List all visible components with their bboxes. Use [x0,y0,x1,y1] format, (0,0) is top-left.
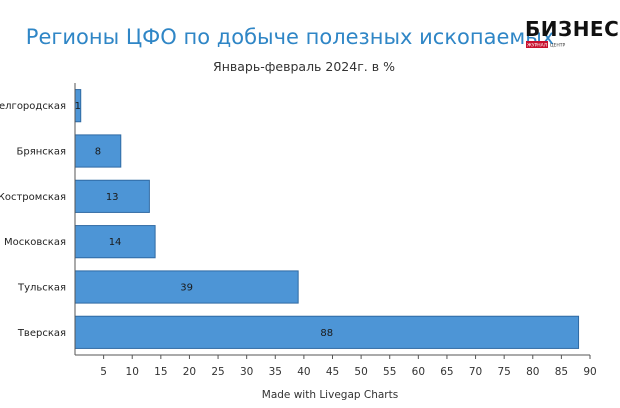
bars-group [74,89,580,349]
x-axis-label: Made with Livegap Charts [262,389,398,401]
x-tick-label: 85 [555,366,568,378]
x-tick-label: 70 [469,366,482,378]
bar-3 [74,179,150,213]
data-label: 1 [75,101,81,112]
x-tick-label: 15 [154,366,167,378]
x-tick-label: 80 [526,366,539,378]
x-tick-label: 60 [412,366,425,378]
x-tick-label: 90 [583,366,596,378]
x-tick-label: 55 [383,366,396,378]
x-axis-ticks: 5 10 15 20 25 30 35 40 45 50 55 60 65 70 75 80 85 90 [100,355,597,378]
chart-subtitle: Январь-февраль 2024г. в % [213,59,395,74]
data-labels: 1 8 13 14 39 88 [75,101,333,339]
x-tick-label: 45 [326,366,339,378]
logo-title: БИЗНЕС [525,17,619,41]
x-tick-label: 35 [269,366,282,378]
category-label: Белгородская [0,101,66,112]
category-label: Московская [4,237,66,248]
x-tick-label: 50 [354,366,367,378]
logo-sub: ЦЕНТР [550,43,565,49]
chart-title: Регионы ЦФО по добыче полезных ископаемы… [26,25,554,49]
x-tick-label: 75 [497,366,510,378]
logo: БИЗНЕС ЖУРНАЛ ЦЕНТР [525,17,619,49]
category-label: Тульская [17,283,66,294]
category-label: Костромская [0,192,66,203]
data-label: 8 [95,147,101,158]
x-tick-label: 30 [240,366,253,378]
x-tick-label: 10 [126,366,139,378]
logo-sub-red: ЖУРНАЛ [527,43,547,49]
x-tick-label: 40 [297,366,310,378]
data-label: 13 [106,192,119,203]
x-tick-label: 5 [100,366,107,378]
bar-6 [74,315,580,349]
x-tick-label: 25 [211,366,224,378]
data-label: 14 [109,237,122,248]
data-label: 39 [180,283,193,294]
x-tick-label: 20 [183,366,196,378]
category-labels: Белгородская Брянская Костромская Московска… [0,101,66,339]
category-label: Тверская [17,328,66,339]
logo-red-band [526,41,548,48]
category-label: Брянская [17,147,66,158]
x-tick-label: 65 [440,366,453,378]
data-label: 88 [320,328,333,339]
